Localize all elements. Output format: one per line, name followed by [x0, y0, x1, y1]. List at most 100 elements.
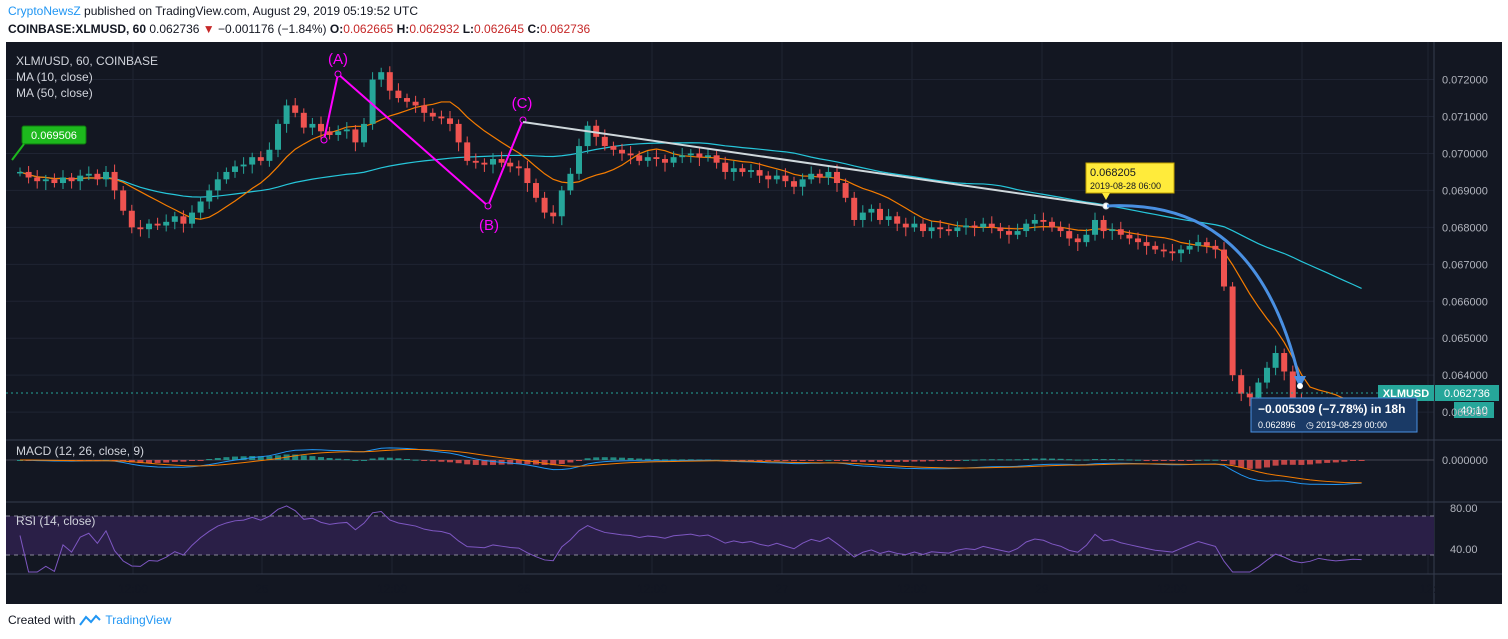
candle-body [627, 153, 634, 156]
macd-legend[interactable]: MACD (12, 26, close, 9) [16, 444, 144, 458]
macd-histogram-bar [1229, 460, 1236, 465]
curve-end-point[interactable] [1297, 383, 1303, 389]
curve-arrow[interactable] [1106, 204, 1302, 383]
candle-body [1066, 231, 1073, 239]
ma50-legend[interactable]: MA (50, close) [16, 86, 93, 100]
pattern-point-start[interactable] [320, 136, 328, 144]
candle-body [911, 223, 918, 228]
macd-histogram-bar [257, 456, 264, 460]
macd-histogram-bar [1092, 459, 1098, 461]
macd-histogram-bar [1169, 460, 1176, 461]
candle-body [1178, 249, 1184, 254]
price-tick-label: 0.066000 [1442, 296, 1488, 308]
tradingview-logo-icon [79, 614, 102, 626]
author-link[interactable]: CryptoNewsZ [8, 4, 81, 18]
macd-histogram-bar [223, 457, 230, 460]
candle-body [1014, 231, 1021, 235]
macd-histogram-bar [1143, 460, 1150, 461]
candle-body [997, 227, 1004, 232]
candle-body [352, 129, 359, 143]
candle-body [533, 183, 539, 198]
macd-histogram-bar [687, 459, 694, 461]
macd-histogram-bar [791, 460, 797, 462]
pattern-point-b[interactable] [484, 202, 492, 210]
macd-histogram-bar [868, 460, 875, 462]
macd-histogram-bar [352, 459, 359, 461]
candle-body [945, 229, 952, 232]
price-callout[interactable] [1085, 162, 1175, 194]
macd-histogram-bar [447, 460, 453, 463]
price-tick-label: 0.069000 [1442, 185, 1488, 197]
pattern-label-a: (A) [328, 51, 348, 68]
macd-histogram-bar [464, 460, 471, 465]
candle-body [524, 168, 531, 184]
candle-body [894, 216, 901, 224]
ma10-legend[interactable]: MA (10, close) [16, 70, 93, 84]
ma50-path [19, 142, 1362, 289]
macd-histogram-bar [326, 458, 333, 460]
time-tick-label: 28 [1035, 582, 1049, 596]
macd-signal-line [19, 448, 1362, 484]
open-value: 0.062665 [343, 22, 394, 36]
candle-body [636, 155, 643, 161]
candle-body [1057, 227, 1064, 232]
macd-histogram-bar [1023, 458, 1030, 460]
macd-histogram-bar [1281, 460, 1288, 465]
pattern-point-a[interactable] [334, 70, 342, 78]
candle-body [1186, 245, 1193, 250]
time-axis[interactable]: 12:00 25 12:00 26 12:00 27 12:00 28 12:00 29 12: [118, 582, 1436, 596]
candle-body [1195, 242, 1202, 246]
candle-body [584, 125, 591, 147]
start-price-badge[interactable] [21, 125, 87, 145]
macd-histogram-bar [1186, 460, 1193, 461]
macd-histogram-bar [343, 459, 350, 461]
macd-histogram-bar [1221, 460, 1227, 462]
macd-histogram-bar [670, 459, 677, 461]
candle-body [1221, 249, 1227, 287]
macd-histogram-bar [739, 460, 746, 461]
macd-histogram-bar [945, 460, 952, 461]
price-axis[interactable]: 0.072000 0.071000 0.070000 0.069000 0.068000… [1442, 75, 1488, 556]
macd-histogram-bar [550, 460, 557, 466]
macd-histogram-bar [1358, 460, 1365, 461]
candle-body [920, 223, 926, 232]
main-legend-title[interactable]: XLM/USD, 60, COINBASE [16, 54, 158, 68]
candle-body [180, 216, 187, 224]
candle-body [1100, 219, 1107, 232]
rsi-legend[interactable]: RSI (14, close) [16, 514, 95, 528]
price-tick-label: 0.067000 [1442, 259, 1488, 271]
macd-histogram-bar [1203, 459, 1210, 461]
candle-body [266, 149, 273, 161]
symbol-line: COINBASE:XLMUSD, 60 0.062736 ▼ −0.001176… [8, 22, 590, 36]
measure-box[interactable] [1250, 397, 1418, 433]
tradingview-link[interactable]: TradingView [105, 613, 172, 627]
candle-body [421, 105, 428, 113]
symbol-name: COINBASE:XLMUSD, 60 [8, 22, 147, 36]
macd-histogram-bar [1152, 460, 1159, 461]
candle-body [1212, 245, 1219, 250]
macd-histogram-bar [154, 460, 161, 463]
candle-body [988, 223, 995, 228]
candle-body [51, 179, 58, 184]
measure-price-text: 0.062896 [1258, 420, 1296, 430]
grid-lines [6, 42, 1434, 574]
price-change: −0.001176 (−1.84%) [218, 22, 327, 36]
macd-histogram-bar [524, 460, 531, 465]
candle-body [94, 173, 101, 180]
chart-background [6, 42, 1502, 604]
macd-histogram-bar [748, 460, 754, 461]
macd-histogram-bar [558, 460, 565, 464]
ticker-tag-text: XLMUSD [1383, 388, 1430, 400]
trendline[interactable] [522, 121, 1107, 207]
candle-body [825, 171, 832, 178]
macd-histogram-bar [1006, 459, 1012, 461]
time-tick-label: 12: [1420, 582, 1437, 596]
price-chart[interactable]: (A) (B) (C) 0.068205 2019-08-28 06:00 0.… [6, 42, 1502, 604]
candle-body [954, 227, 961, 232]
candle-body [550, 212, 557, 217]
macd-histogram-bar [1049, 458, 1055, 460]
price-tick-label: 0.072000 [1442, 75, 1488, 87]
candle-body [1031, 219, 1038, 224]
countdown-tag [1454, 402, 1494, 418]
macd-histogram-bar [361, 459, 367, 461]
